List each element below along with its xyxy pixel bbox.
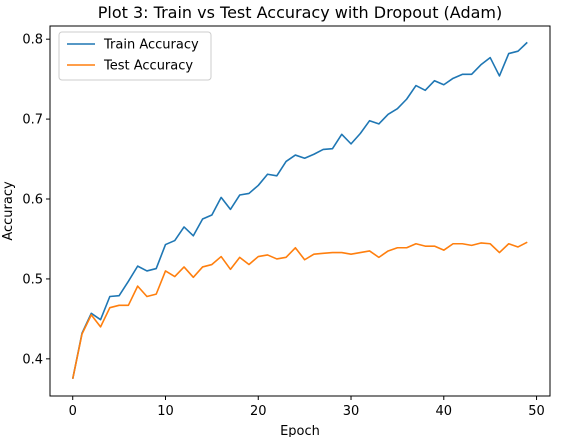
x-tick-label: 10 [157,404,174,419]
legend-label: Test Accuracy [103,59,193,74]
y-axis: 0.4 0.5 0.6 0.7 0.8 [22,33,50,367]
axes-frame [49,25,551,397]
y-tick-label: 0.7 [22,113,43,128]
legend: Train Accuracy Test Accuracy [58,31,212,81]
x-tick-label: 50 [528,404,545,419]
x-axis: 0 10 20 30 40 50 [69,396,545,419]
legend-box [58,31,212,81]
y-tick-label: 0.6 [22,193,43,208]
y-tick-label: 0.8 [22,33,43,48]
y-tick-label: 0.5 [22,272,43,287]
x-tick-label: 40 [436,404,453,419]
series-line-test-accuracy [71,241,528,379]
plot-area [71,41,528,379]
legend-label: Train Accuracy [103,38,199,53]
x-tick-label: 0 [69,404,77,419]
x-tick-label: 20 [250,404,267,419]
x-axis-label: Epoch [280,424,320,437]
series-line-train-accuracy [71,41,528,379]
x-tick-label: 30 [343,404,360,419]
y-tick-label: 0.4 [22,352,43,367]
chart-title: Plot 3: Train vs Test Accuracy with Drop… [98,3,503,22]
y-axis-label: Accuracy [1,181,16,241]
